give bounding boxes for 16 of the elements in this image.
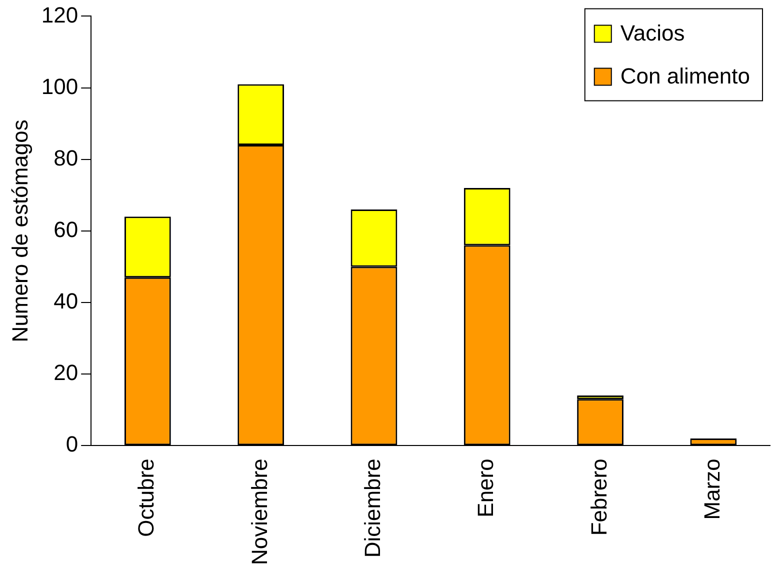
- y-tick-label: 20: [54, 360, 78, 386]
- y-tick-label: 40: [54, 288, 78, 314]
- x-tick-label: Noviembre: [246, 458, 272, 566]
- x-tick-label: Febrero: [586, 458, 612, 536]
- x-tick-label: Enero: [473, 458, 498, 518]
- y-tick-label: 100: [41, 74, 78, 99]
- legend-label: Vacios: [620, 20, 685, 46]
- x-tick-label: Diciembre: [360, 458, 386, 558]
- x-tick-label: Octubre: [134, 458, 159, 537]
- legend-label: Con alimento: [620, 63, 750, 88]
- y-tick-label: 80: [54, 145, 78, 170]
- y-tick-label: 120: [41, 2, 78, 28]
- y-tick-label: 0: [66, 432, 78, 457]
- y-axis-title: Numero de estómagos: [7, 120, 32, 342]
- y-tick-label: 60: [54, 216, 78, 242]
- x-tick-label: Marzo: [699, 458, 724, 520]
